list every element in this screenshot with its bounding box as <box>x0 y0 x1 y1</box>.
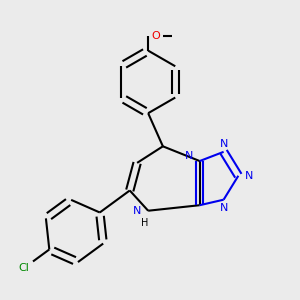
Text: H: H <box>141 218 148 227</box>
Text: N: N <box>245 171 254 181</box>
Text: N: N <box>219 139 228 149</box>
Text: O: O <box>151 31 160 41</box>
Text: N: N <box>133 206 141 216</box>
Text: N: N <box>185 151 194 160</box>
Text: N: N <box>219 203 228 213</box>
Text: Cl: Cl <box>19 263 29 273</box>
